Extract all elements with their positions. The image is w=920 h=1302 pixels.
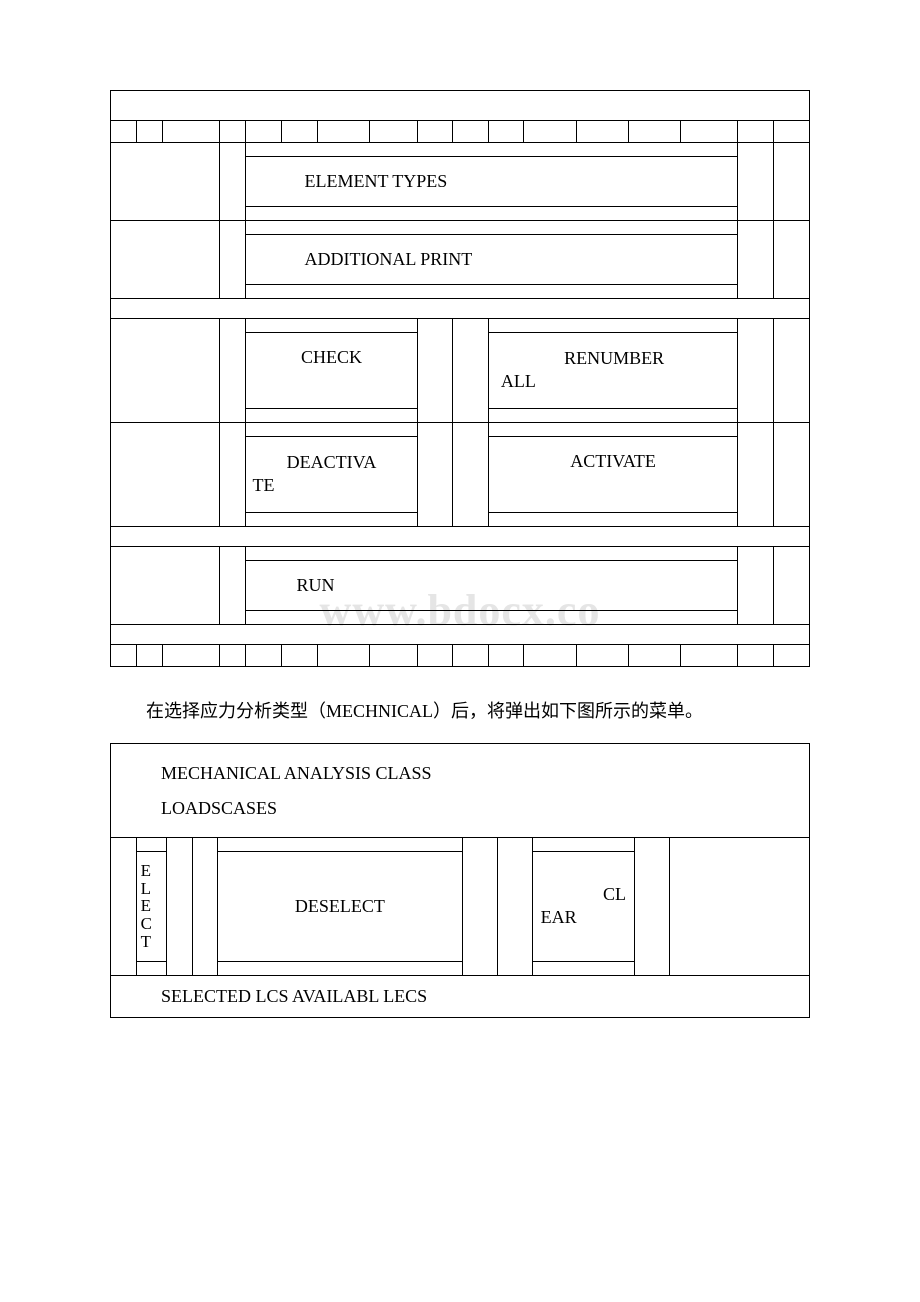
- run-button[interactable]: RUN: [246, 560, 738, 610]
- additional-print-label: ADDITIONAL PRINT: [246, 235, 738, 285]
- clear-button[interactable]: CL EAR: [532, 851, 634, 961]
- check-button[interactable]: CHECK: [246, 333, 417, 409]
- renumber-all-button[interactable]: RENUMBER ALL: [488, 333, 738, 409]
- element-types-label: ELEMENT TYPES: [246, 157, 738, 207]
- selected-lcs-footer: SELECTED LCS AVAILABL LECS: [111, 975, 810, 1017]
- deselect-button[interactable]: DESELECT: [218, 851, 463, 961]
- deactivate-button[interactable]: DEACTIVA TE: [246, 436, 417, 512]
- menu-table-1: ELEMENT TYPES ADDITIONAL PRINT: [110, 90, 810, 667]
- mech-class-header: MECHANICAL ANALYSIS CLASS LOADSCASES: [111, 744, 810, 837]
- menu-table-2: MECHANICAL ANALYSIS CLASS LOADSCASES ELE…: [110, 743, 810, 1018]
- body-paragraph: 在选择应力分析类型（MECHNICAL）后，将弹出如下图所示的菜单。: [110, 697, 810, 726]
- activate-button[interactable]: ACTIVATE: [488, 436, 738, 512]
- select-button[interactable]: ELECT: [136, 851, 166, 961]
